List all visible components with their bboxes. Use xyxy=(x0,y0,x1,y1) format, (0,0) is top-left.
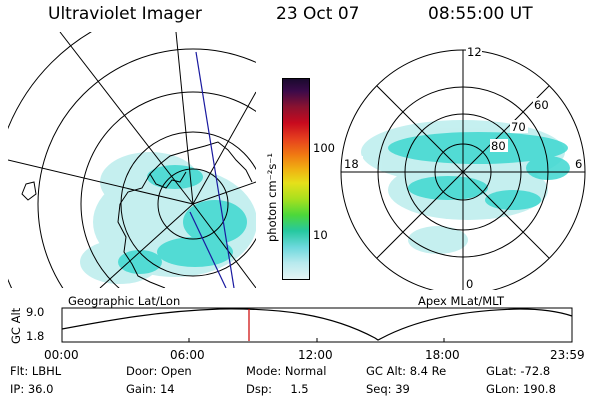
status-gc-alt: GC Alt: 8.4 Re xyxy=(366,364,447,378)
time-tick-0600: 06:00 xyxy=(170,348,205,362)
time-tick-2359: 23:59 xyxy=(550,348,585,362)
mlt-label-0: 0 xyxy=(466,277,473,290)
status-dsp: Dsp: 1.5 xyxy=(246,382,309,396)
altitude-curve xyxy=(61,308,573,341)
colorbar-tick-10: 10 xyxy=(313,228,328,242)
time-label: 08:55:00 UT xyxy=(428,4,533,24)
status-mode: Mode: Normal xyxy=(246,364,327,378)
altitude-ytick-min: 1.8 xyxy=(26,329,44,343)
time-tick-1200: 12:00 xyxy=(298,348,333,362)
status-glat: GLat: -72.8 xyxy=(486,364,551,378)
mlt-label-12: 12 xyxy=(467,45,482,59)
status-gain: Gain: 14 xyxy=(126,382,175,396)
mlat-label-70: 70 xyxy=(511,120,526,134)
longitude-lines xyxy=(8,32,256,288)
mlt-grid-lines xyxy=(341,50,585,290)
geographic-map xyxy=(8,32,256,288)
mag-panel-label: Apex MLat/MLT xyxy=(418,294,505,308)
status-door: Door: Open xyxy=(126,364,192,378)
time-tick-0000: 00:00 xyxy=(44,348,79,362)
mlt-label-18: 18 xyxy=(344,157,359,171)
status-filter: Flt: LBHL xyxy=(10,364,62,378)
altitude-plot: GC Alt 9.0 1.8 xyxy=(9,305,573,344)
status-glon: GLon: 190.8 xyxy=(486,382,556,396)
status-ip: IP: 36.0 xyxy=(10,382,54,396)
status-seq: Seq: 39 xyxy=(366,382,410,396)
mlat-label-80: 80 xyxy=(491,139,506,153)
geographic-panel-label: Geographic Lat/Lon xyxy=(68,294,181,308)
instrument-title: Ultraviolet Imager xyxy=(48,4,202,24)
altitude-ytick-max: 9.0 xyxy=(26,305,44,319)
svg-text:photon cm⁻²s⁻¹: photon cm⁻²s⁻¹ xyxy=(265,153,279,242)
mlat-label-60: 60 xyxy=(534,98,549,112)
colorbar-unit-label: photon cm⁻²s⁻¹ xyxy=(265,153,279,242)
date-label: 23 Oct 07 xyxy=(276,4,360,24)
time-tick-1800: 18:00 xyxy=(425,348,460,362)
altitude-ylabel: GC Alt xyxy=(9,307,23,344)
colorbar-tick-100: 100 xyxy=(313,141,335,155)
colorbar xyxy=(282,78,310,280)
mlt-label-6: 6 xyxy=(575,157,582,171)
latitude-circles xyxy=(8,32,256,288)
orbit-track xyxy=(189,51,235,288)
coastline xyxy=(21,141,253,288)
mlat-mlt-plot: 12 18 6 0 60 70 80 xyxy=(340,44,586,290)
